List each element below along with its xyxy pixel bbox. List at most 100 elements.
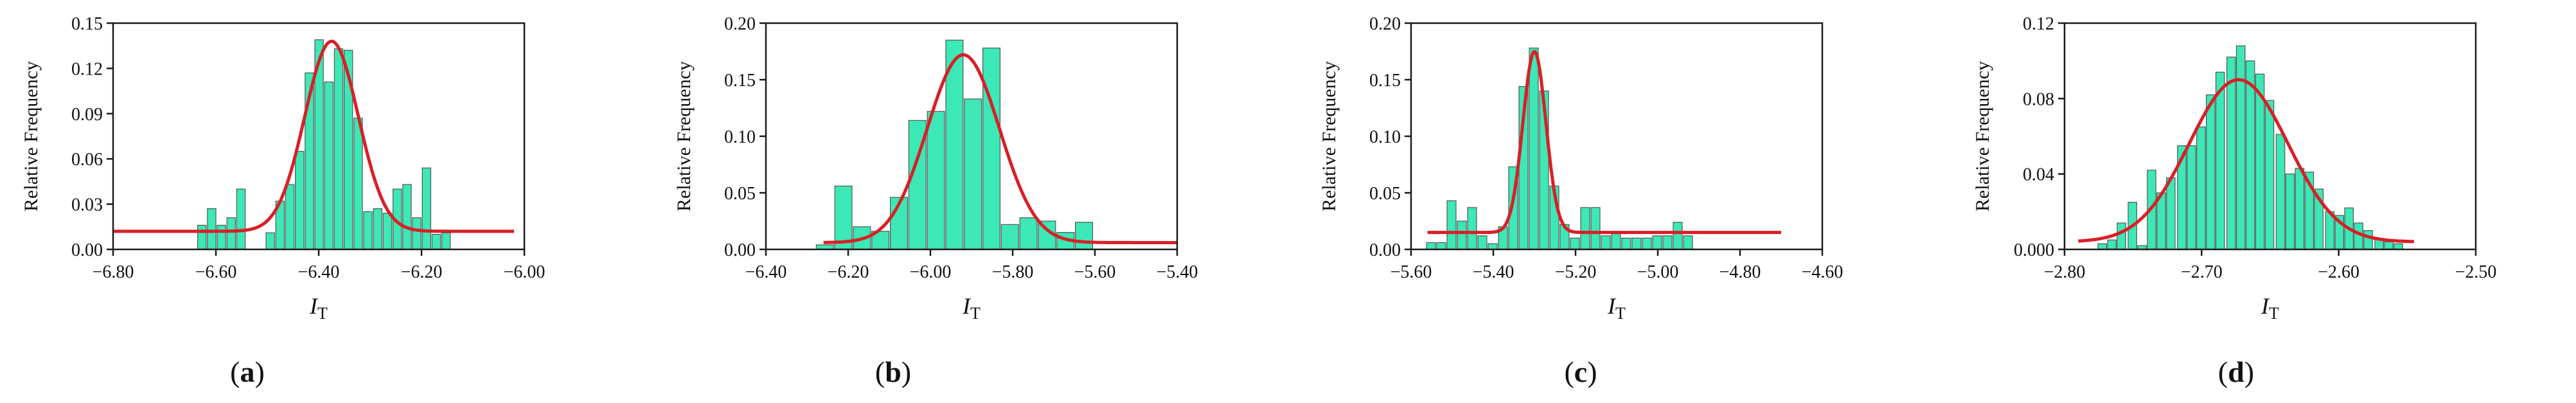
x-tick-label: −5.20 bbox=[1555, 262, 1597, 282]
histogram-bar bbox=[2295, 168, 2305, 250]
histogram-bar bbox=[2205, 94, 2216, 250]
histogram-bar bbox=[1426, 242, 1436, 250]
x-tick-label: −6.20 bbox=[828, 262, 869, 282]
y-tick-label: 0.06 bbox=[71, 150, 103, 170]
y-tick-label: 0.20 bbox=[1369, 14, 1401, 34]
histogram-bar bbox=[2394, 243, 2403, 250]
histogram-bar bbox=[1652, 235, 1662, 250]
histogram-bar bbox=[382, 213, 393, 250]
fit-curve bbox=[113, 39, 514, 233]
histogram-bar bbox=[1000, 224, 1019, 250]
histogram-bar bbox=[431, 233, 441, 250]
y-axis-label: Relative Frequency bbox=[21, 61, 42, 211]
histogram-bar bbox=[982, 48, 1000, 250]
y-tick-label: 0.15 bbox=[724, 71, 756, 91]
histogram-bar bbox=[1590, 207, 1601, 250]
x-tick-label: −2.60 bbox=[2318, 262, 2359, 282]
histogram-bar bbox=[2275, 134, 2286, 250]
histogram-bar bbox=[1642, 237, 1652, 250]
x-tick-label: −2.50 bbox=[2455, 262, 2497, 282]
histogram-bar bbox=[207, 208, 217, 250]
histogram-bar bbox=[1457, 220, 1467, 250]
histogram-bar bbox=[285, 184, 295, 250]
chart-panel-2: −6.40 −6.20 −6.00 −5.80 −5.60 −5.40 0.00 0.05 0.… bbox=[673, 14, 1198, 323]
histogram-bar bbox=[373, 208, 383, 250]
y-tick-label: 0.00 bbox=[71, 240, 103, 260]
histogram-bar bbox=[2226, 57, 2236, 250]
plot-frame bbox=[2063, 22, 2477, 251]
histogram-bar bbox=[2187, 145, 2196, 250]
panel-label: (a) bbox=[230, 355, 265, 388]
panel-label: (b) bbox=[875, 355, 911, 388]
chart-panel-1: −6.80 −6.60 −6.40 −6.20 −6.00 0.00 0.03 0.06 0.0… bbox=[21, 14, 545, 323]
fit-curve bbox=[823, 53, 1177, 244]
panel-label: (c) bbox=[1564, 355, 1597, 388]
histogram-bar bbox=[1631, 237, 1642, 250]
histogram-bar bbox=[2117, 222, 2126, 250]
y-tick-label: 0.15 bbox=[71, 14, 103, 34]
histogram-bar bbox=[889, 197, 908, 250]
histogram-bar bbox=[1446, 200, 1457, 250]
y-tick-label: 0.05 bbox=[724, 184, 756, 204]
histogram-bar bbox=[333, 48, 344, 250]
y-tick-label: 0.04 bbox=[2023, 165, 2054, 185]
histogram-bar bbox=[1488, 243, 1498, 250]
histogram-bar bbox=[363, 211, 373, 250]
histogram-bar bbox=[1580, 207, 1590, 250]
y-tick-label: 0.10 bbox=[1369, 127, 1401, 147]
histogram-bar bbox=[2166, 177, 2176, 250]
x-tick-label: −4.60 bbox=[1802, 262, 1843, 282]
histogram-bar bbox=[2215, 71, 2225, 250]
x-tick-label: −6.00 bbox=[504, 262, 546, 282]
histogram-bar bbox=[402, 184, 412, 250]
y-tick-label: 0.08 bbox=[2023, 89, 2054, 109]
y-tick-label: 0.05 bbox=[1369, 184, 1401, 204]
histogram-bar bbox=[217, 224, 226, 250]
histogram-bar bbox=[412, 217, 422, 250]
histogram-bar bbox=[2235, 45, 2246, 250]
histogram-bar bbox=[2107, 239, 2117, 250]
histogram-bar bbox=[1601, 235, 1611, 250]
histogram-bar bbox=[2196, 126, 2206, 250]
histogram-bar bbox=[353, 118, 363, 250]
x-tick-label: −6.00 bbox=[910, 262, 952, 282]
histogram-bar bbox=[324, 81, 334, 250]
histogram-bar bbox=[236, 188, 246, 250]
histogram-bar bbox=[1477, 235, 1488, 250]
chart-panel-3: −5.60 −5.40 −5.20 −5.00 −4.80 −4.60 0.00 0.05 0.… bbox=[1319, 14, 1843, 323]
y-tick-label: 0.10 bbox=[724, 127, 756, 147]
chart-panel-4: −2.80 −2.70 −2.60 −2.50 0.000 0.04 0.08 0.12 Rel… bbox=[1972, 14, 2496, 323]
x-tick-label: −2.80 bbox=[2044, 262, 2086, 282]
histogram-bar bbox=[265, 232, 275, 250]
y-axis-label: Relative Frequency bbox=[1972, 61, 1993, 211]
x-tick-label: −4.80 bbox=[1719, 262, 1761, 282]
histogram-bar bbox=[1019, 217, 1038, 250]
y-tick-label: 0.15 bbox=[1369, 71, 1401, 91]
histogram-bar bbox=[2264, 100, 2275, 250]
y-tick-label: 0.09 bbox=[71, 105, 103, 125]
y-tick-label: 0.12 bbox=[71, 59, 103, 79]
histogram-bar bbox=[226, 217, 236, 250]
y-tick-label: 0.00 bbox=[1369, 240, 1401, 260]
x-tick-label: −5.40 bbox=[1473, 262, 1515, 282]
y-tick-label: 0.03 bbox=[71, 195, 103, 215]
histogram-bar bbox=[441, 232, 451, 250]
y-tick-label: 0.00 bbox=[724, 240, 756, 260]
x-axis-label: IT bbox=[962, 293, 981, 323]
histogram-bar bbox=[295, 150, 305, 250]
histogram-bar bbox=[945, 39, 964, 250]
histogram-bar bbox=[1570, 237, 1580, 250]
histogram-bar bbox=[1621, 237, 1631, 250]
histogram-bar bbox=[1683, 235, 1693, 250]
x-axis-label: IT bbox=[309, 293, 328, 323]
x-tick-label: −2.70 bbox=[2181, 262, 2223, 282]
x-axis-label: IT bbox=[1607, 293, 1626, 323]
histogram-bar bbox=[422, 167, 432, 250]
y-tick-label: 0.20 bbox=[724, 14, 756, 34]
histogram-bar bbox=[2374, 239, 2384, 250]
histogram-bar bbox=[2363, 230, 2373, 250]
x-axis-label: IT bbox=[2261, 293, 2279, 323]
x-tick-label: −5.60 bbox=[1074, 262, 1116, 282]
y-tick-label: 0.000 bbox=[2014, 240, 2054, 260]
